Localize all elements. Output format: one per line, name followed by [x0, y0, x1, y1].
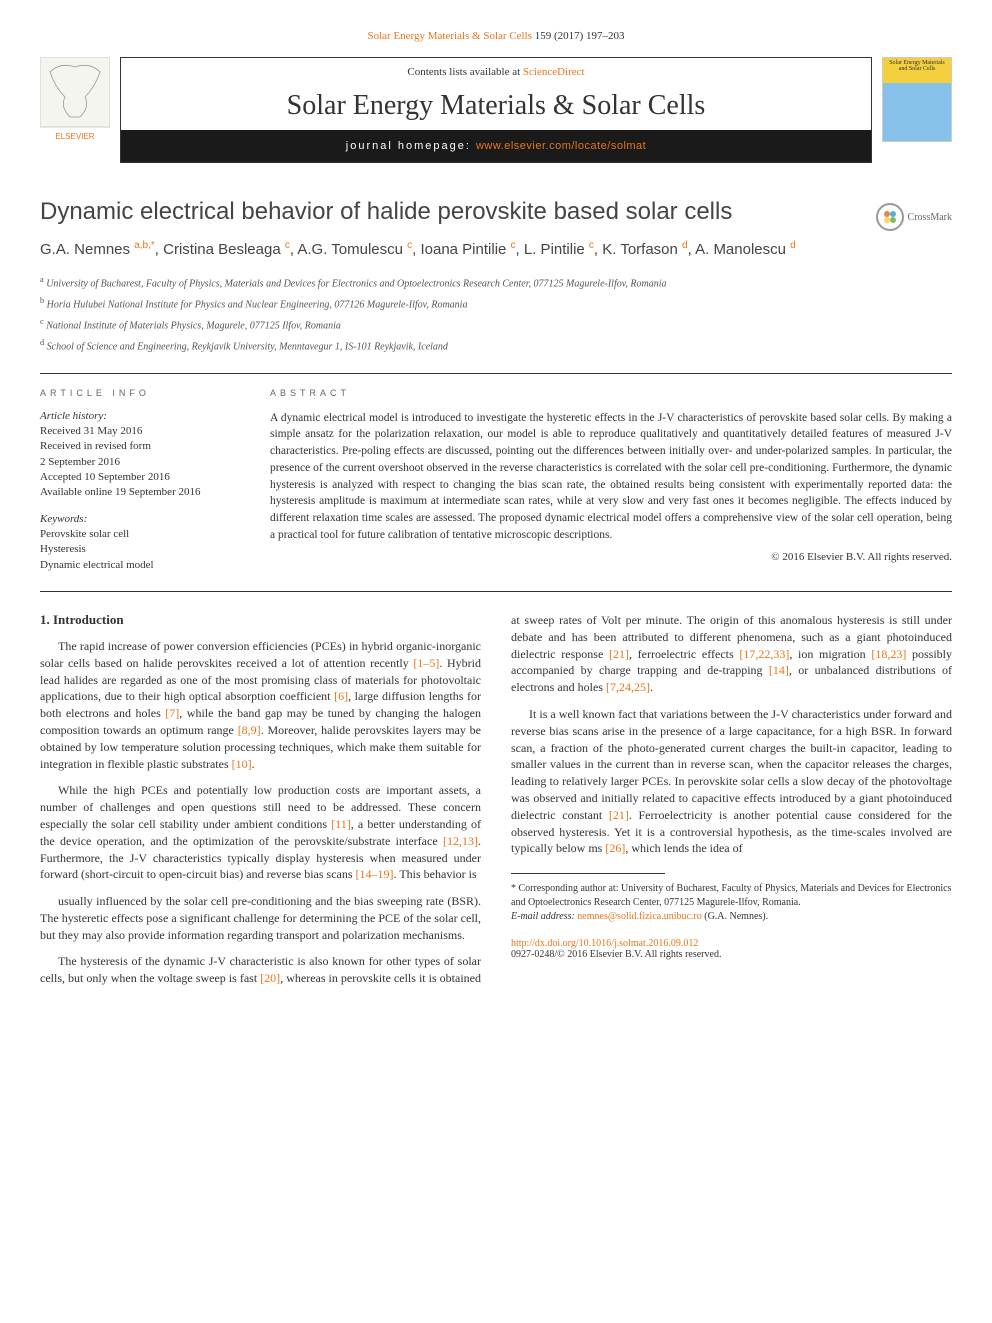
body-paragraph: It is a well known fact that variations … — [511, 706, 952, 857]
svg-text:ELSEVIER: ELSEVIER — [55, 132, 94, 141]
section-divider-2 — [40, 591, 952, 592]
journal-name: Solar Energy Materials & Solar Cells — [121, 82, 871, 130]
history-item: Available online 19 September 2016 — [40, 485, 240, 500]
footnote-divider — [511, 873, 665, 874]
keyword: Perovskite solar cell — [40, 527, 240, 542]
header-wrap: ELSEVIER Solar Energy Materials and Sola… — [120, 57, 872, 163]
email-footnote: E-mail address: nemnes@solid.fizica.unib… — [511, 910, 952, 924]
history-item: 2 September 2016 — [40, 455, 240, 470]
info-abstract-row: ARTICLE INFO Article history: Received 3… — [40, 388, 952, 573]
doi-link[interactable]: http://dx.doi.org/10.1016/j.solmat.2016.… — [511, 938, 698, 949]
title-section: CrossMark Dynamic electrical behavior of… — [40, 198, 952, 355]
keyword: Hysteresis — [40, 542, 240, 557]
history-item: Accepted 10 September 2016 — [40, 470, 240, 485]
affiliation: a University of Bucharest, Faculty of Ph… — [40, 274, 952, 291]
top-journal-link[interactable]: Solar Energy Materials & Solar Cells — [367, 30, 531, 42]
doi-section: http://dx.doi.org/10.1016/j.solmat.2016.… — [511, 938, 952, 960]
crossmark-icon — [876, 203, 904, 231]
body-paragraph: The rapid increase of power conversion e… — [40, 638, 481, 772]
keywords-label: Keywords: — [40, 513, 240, 525]
history-label: Article history: — [40, 410, 240, 422]
corresponding-footnote: * Corresponding author at: University of… — [511, 882, 952, 910]
affiliation: c National Institute of Materials Physic… — [40, 316, 952, 333]
abstract: ABSTRACT A dynamic electrical model is i… — [270, 388, 952, 573]
keyword: Dynamic electrical model — [40, 558, 240, 573]
authors-line: G.A. Nemnes a,b,*, Cristina Besleaga c, … — [40, 238, 952, 262]
body-section: 1. Introduction The rapid increase of po… — [40, 612, 952, 987]
affiliation: d School of Science and Engineering, Rey… — [40, 337, 952, 354]
crossmark-badge[interactable]: CrossMark — [876, 203, 952, 231]
body-paragraph: While the high PCEs and potentially low … — [40, 782, 481, 883]
email-link[interactable]: nemnes@solid.fizica.unibuc.ro — [577, 911, 701, 922]
section-1-heading: 1. Introduction — [40, 612, 481, 628]
article-title: Dynamic electrical behavior of halide pe… — [40, 198, 952, 226]
header-box: Contents lists available at ScienceDirec… — [120, 57, 872, 163]
journal-cover-thumbnail: Solar Energy Materials and Solar Cells — [882, 57, 952, 142]
history-item: Received in revised form — [40, 439, 240, 454]
page-root: Solar Energy Materials & Solar Cells 159… — [0, 0, 992, 1017]
homepage-bar: journal homepage: www.elsevier.com/locat… — [121, 130, 871, 162]
issn-line: 0927-0248/© 2016 Elsevier B.V. All right… — [511, 949, 721, 960]
history-item: Received 31 May 2016 — [40, 424, 240, 439]
article-info: ARTICLE INFO Article history: Received 3… — [40, 388, 240, 573]
body-paragraph: usually influenced by the solar cell pre… — [40, 893, 481, 943]
contents-line: Contents lists available at ScienceDirec… — [121, 58, 871, 82]
sciencedirect-link[interactable]: ScienceDirect — [523, 66, 585, 78]
abstract-text: A dynamic electrical model is introduced… — [270, 410, 952, 543]
top-journal-citation: Solar Energy Materials & Solar Cells 159… — [40, 30, 952, 42]
abstract-header: ABSTRACT — [270, 388, 952, 398]
abstract-copyright: © 2016 Elsevier B.V. All rights reserved… — [270, 551, 952, 563]
top-pages: 159 (2017) 197–203 — [535, 30, 625, 42]
homepage-link[interactable]: www.elsevier.com/locate/solmat — [476, 140, 646, 152]
affiliation: b Horia Hulubei National Institute for P… — [40, 295, 952, 312]
two-columns: 1. Introduction The rapid increase of po… — [40, 612, 952, 987]
section-divider — [40, 373, 952, 374]
elsevier-logo: ELSEVIER — [40, 57, 110, 142]
article-info-header: ARTICLE INFO — [40, 388, 240, 398]
